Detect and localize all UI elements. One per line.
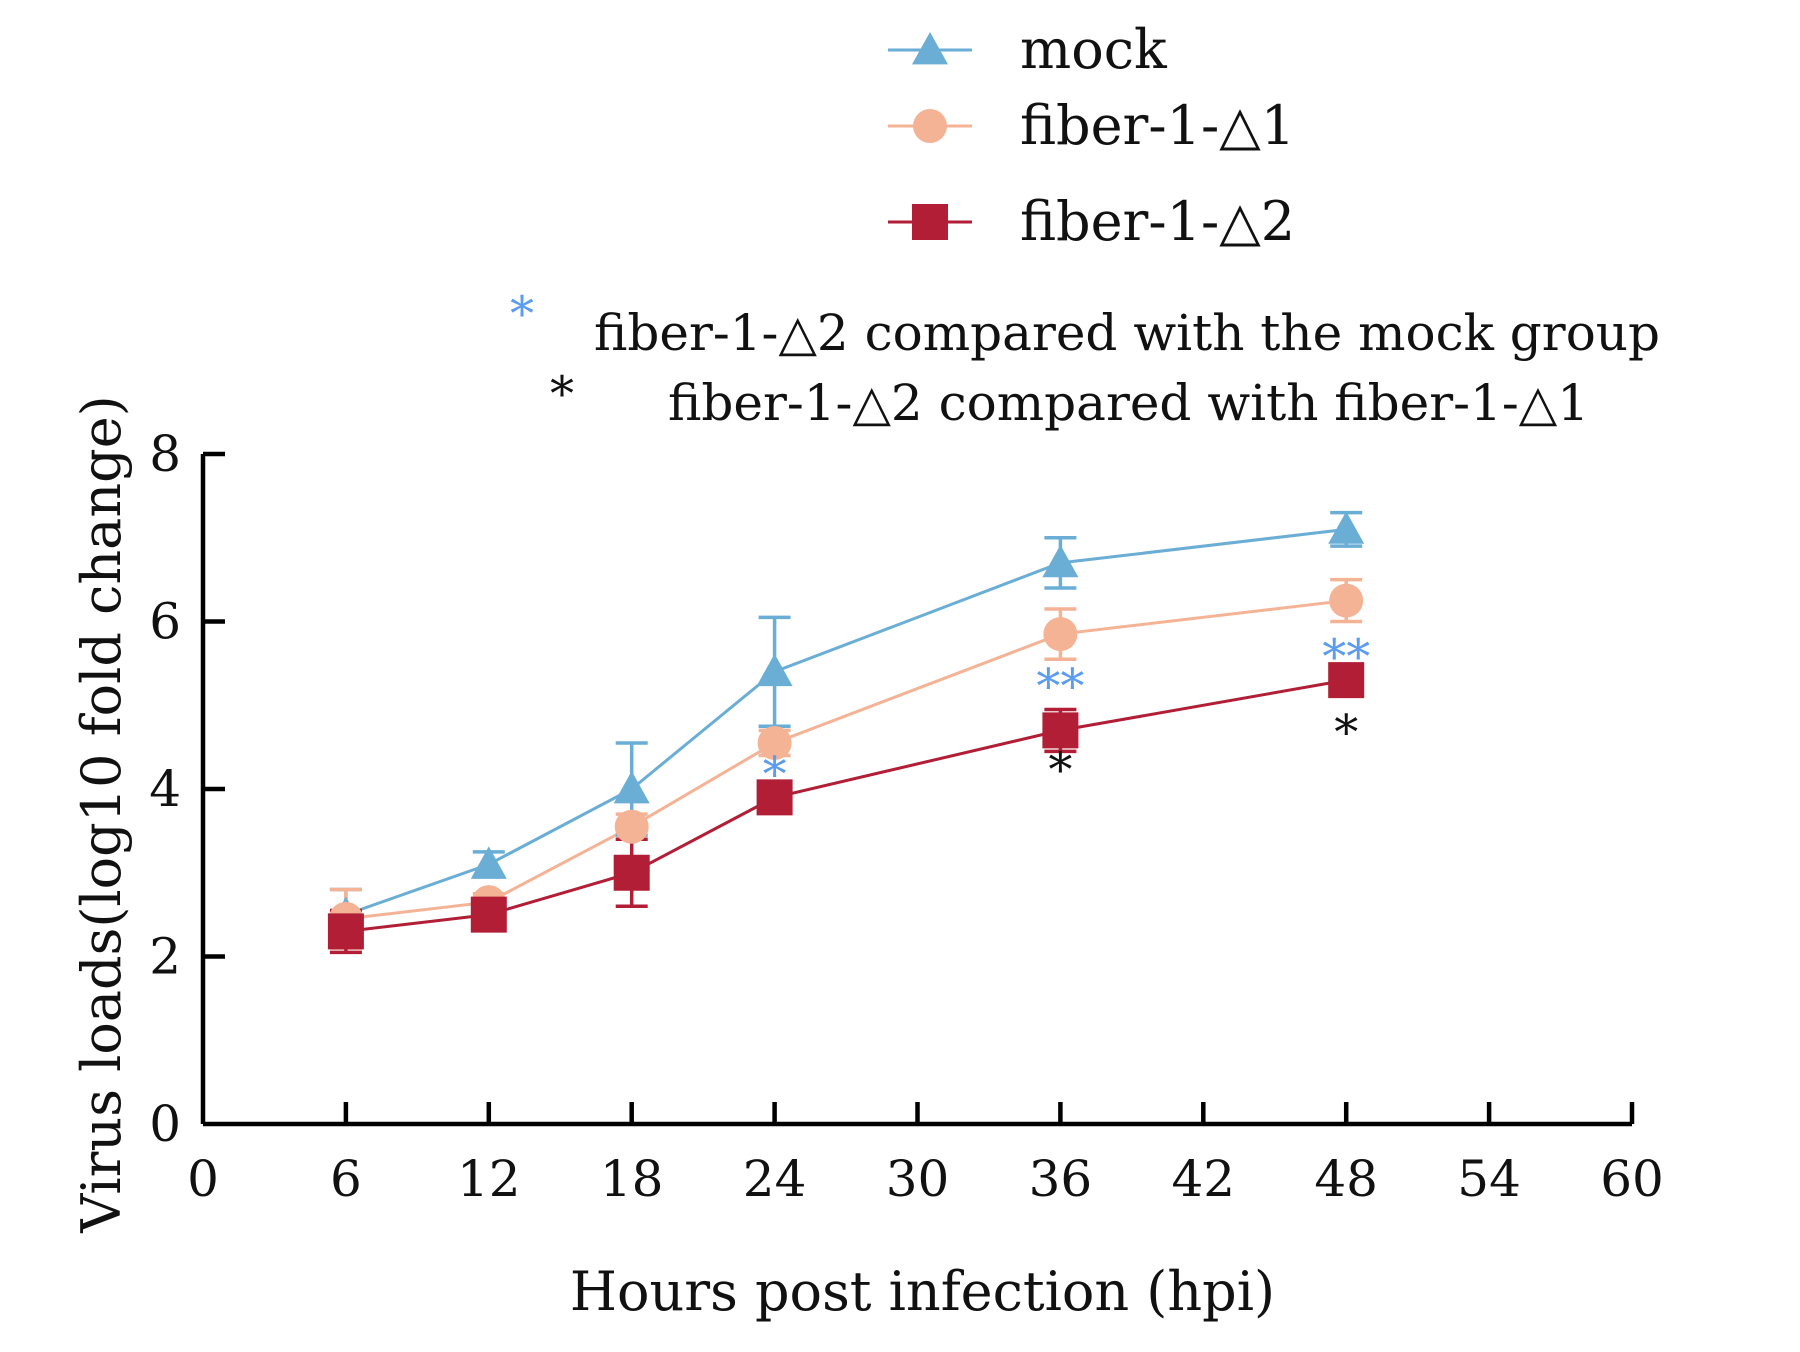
data-point — [1043, 617, 1078, 652]
legend-label: mock — [1020, 18, 1168, 81]
significance-legend-symbol: * — [510, 286, 534, 342]
data-point — [756, 653, 793, 687]
y-axis-title: Virus loads(log10 fold change) — [70, 395, 133, 1233]
significance-mark: * — [1048, 742, 1072, 798]
data-point — [470, 896, 507, 933]
data-point — [1328, 511, 1365, 544]
x-tick-label: 30 — [886, 1150, 950, 1208]
x-tick-label: 24 — [743, 1150, 807, 1208]
series-line — [345, 599, 1347, 921]
series-line — [345, 527, 1347, 917]
significance-mark: ** — [1036, 658, 1084, 714]
x-tick-label: 18 — [600, 1150, 664, 1208]
significance-mark: * — [1334, 704, 1358, 760]
significance-mark: ** — [1322, 629, 1370, 685]
legend-marker — [913, 109, 947, 143]
y-tick-label: 4 — [149, 760, 181, 818]
y-tick-label: 2 — [149, 928, 181, 986]
significance-legend-label: fiber-1-△2 compared with the mock group — [594, 304, 1660, 362]
significance-annotations: ******* — [763, 629, 1371, 802]
x-tick-label: 0 — [187, 1150, 219, 1208]
data-point — [327, 913, 364, 950]
y-tick-label: 6 — [149, 593, 181, 651]
x-tick-label: 36 — [1029, 1150, 1093, 1208]
data-point — [1329, 583, 1364, 618]
legend-label: fiber-1-△1 — [1020, 94, 1295, 157]
x-tick-label: 6 — [330, 1150, 362, 1208]
data-point — [470, 846, 507, 879]
x-tick-label: 48 — [1314, 1150, 1378, 1208]
x-tick-label: 60 — [1600, 1150, 1664, 1208]
data-point — [1328, 662, 1365, 699]
significance-legend: * fiber-1-△2 compared with the mock group… — [510, 286, 1660, 432]
x-axis-title: Hours post infection (hpi) — [570, 1260, 1275, 1323]
legend-marker — [912, 32, 948, 65]
x-tick-label: 54 — [1457, 1150, 1521, 1208]
legend-label: fiber-1-△2 — [1020, 190, 1295, 253]
x-tick-label: 12 — [457, 1150, 521, 1208]
legend: mock fiber-1-△1 fiber-1-△2 — [888, 18, 1295, 253]
y-tick-label: 8 — [149, 425, 181, 483]
significance-mark: * — [763, 746, 787, 802]
x-tick-label: 42 — [1171, 1150, 1235, 1208]
data-point — [613, 771, 650, 804]
plot-area — [327, 510, 1365, 955]
data-point — [756, 779, 793, 816]
data-point — [614, 809, 649, 844]
significance-legend-symbol: * — [550, 366, 574, 422]
data-point — [1042, 544, 1079, 578]
legend-marker — [912, 204, 948, 240]
series-line — [345, 678, 1347, 933]
significance-legend-label: fiber-1-△2 compared with fiber-1-△1 — [668, 374, 1589, 432]
data-point — [757, 725, 792, 760]
data-point — [613, 854, 650, 891]
y-tick-label: 0 — [149, 1095, 181, 1153]
data-point — [1042, 712, 1079, 749]
